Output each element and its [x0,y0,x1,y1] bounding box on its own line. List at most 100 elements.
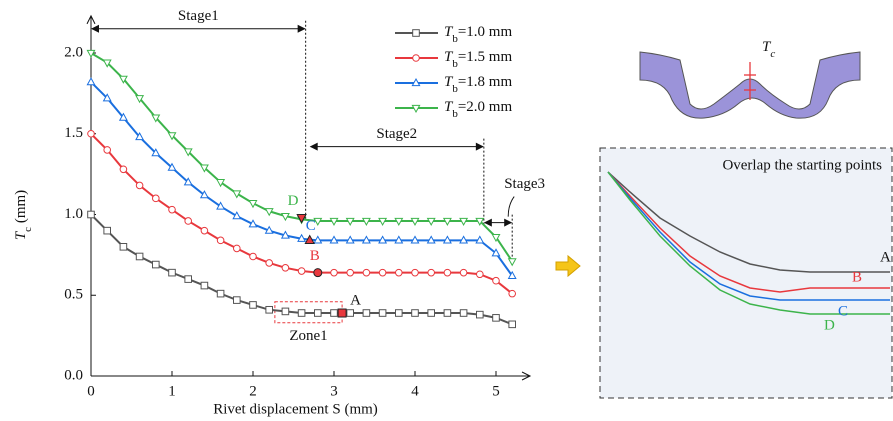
data-point [280,212,290,222]
data-point [102,93,112,102]
y-axis-label: Tc (mm) [13,190,33,240]
y-tick-label: 1.5 [64,125,83,141]
data-point [427,309,435,317]
legend-label: Tb=2.0 mm [444,99,512,119]
data-point [394,235,404,244]
schematic-label: Tc [762,39,775,59]
stage-arrow-head [309,142,318,151]
data-point [459,309,468,317]
data-point [200,281,209,290]
annotation-point [304,234,315,245]
data-point [135,95,145,104]
data-point [427,268,436,277]
data-point [216,289,225,298]
data-point [281,307,290,316]
data-point [167,132,177,141]
data-point [361,217,371,226]
data-point [135,181,144,190]
data-point [249,252,257,261]
data-point [475,217,485,226]
data-point [265,259,274,267]
data-point [297,233,307,242]
data-point [508,289,517,298]
annotation-point [296,214,307,224]
annotation-label: A [350,292,361,308]
data-point [361,235,371,244]
data-point [233,244,241,253]
x-tick-label: 2 [249,383,257,399]
stage-arrow-head [91,24,99,33]
data-point [119,243,128,251]
data-point [410,217,420,226]
x-tick-label: 1 [168,383,176,399]
data-point [426,235,436,244]
data-point [378,309,387,317]
data-point [507,270,517,280]
data-point [281,263,290,272]
data-point [297,309,306,317]
stage-leader [507,196,515,217]
data-point [151,148,161,157]
data-point [395,309,403,317]
data-point [314,309,322,317]
data-point [248,200,258,209]
stage-arrow-head [504,218,513,227]
data-point [313,235,323,244]
axis-arrow [521,371,532,381]
data-point [491,233,501,243]
y-tick-label: 0.5 [64,287,83,303]
stage-label: Stage1 [178,8,219,24]
inset-curve [607,171,890,273]
data-point [411,309,419,317]
data-point [410,235,420,244]
data-point [135,252,144,261]
annotation-label: D [288,193,299,209]
data-point [508,320,516,329]
data-point [329,235,339,244]
x-tick-label: 0 [87,383,95,399]
data-point [87,210,95,219]
inset-box [599,147,893,399]
data-point [232,190,242,199]
inset-label: C [838,303,848,319]
data-point [232,211,242,220]
data-point [184,275,192,283]
data-point [264,208,274,217]
legend-label: Tb=1.5 mm [444,49,512,69]
data-point [183,148,193,157]
data-point [330,268,338,277]
data-point [476,270,484,279]
stage-arrow-head [483,218,492,227]
data-point [152,194,160,203]
data-point [378,217,388,226]
data-point [119,165,128,174]
data-point [87,129,95,138]
data-point [280,230,290,239]
data-point [345,217,355,226]
data-point [345,235,355,244]
data-point [151,114,161,123]
inset-label: B [852,269,862,285]
data-point [118,75,128,84]
data-point [199,190,209,199]
x-tick-label: 4 [411,383,419,399]
data-point [346,268,355,277]
data-point [442,235,452,244]
data-point [362,309,371,317]
data-point [378,235,388,244]
inset-label: D [824,317,835,333]
data-point [135,131,145,141]
legend-label: Tb=1.8 mm [444,74,512,94]
data-point [475,235,485,244]
legend-marker [412,29,420,37]
data-point [184,217,192,225]
data-point [118,112,128,121]
data-point [216,179,226,188]
data-point [378,268,387,277]
data-point [168,205,176,214]
data-point [459,217,469,226]
data-point [168,268,176,277]
stage-label: Stage3 [504,176,545,192]
data-point [200,226,209,235]
